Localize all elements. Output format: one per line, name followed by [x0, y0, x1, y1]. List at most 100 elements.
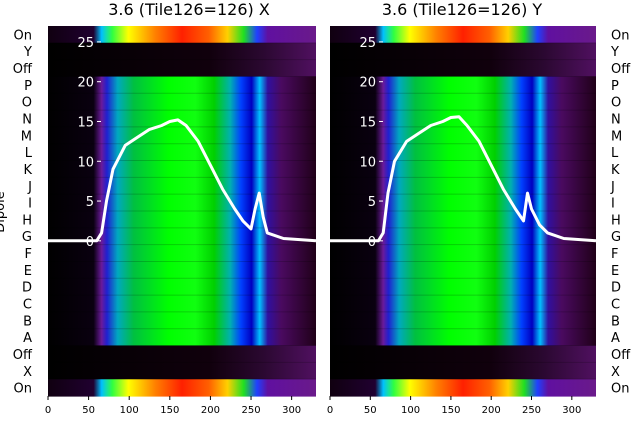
x-tick-label: 0 — [327, 405, 333, 416]
row-label-left: H — [22, 213, 32, 228]
panel-y-overlay: 0 5 10 15 20 25 — [330, 36, 597, 250]
panel-y-heatmap — [330, 26, 596, 397]
row-label-left: On — [14, 382, 32, 397]
x-tick-label: 100 — [401, 405, 420, 416]
panel-x-x-ticks: 0 50 100 150 200 250 300 — [45, 396, 301, 416]
heatmap-row — [48, 345, 316, 363]
row-label-right: H — [611, 213, 621, 228]
row-label-right: M — [611, 129, 622, 144]
heatmap-row — [48, 244, 316, 263]
row-label-left: P — [24, 79, 32, 94]
x-tick-label: 300 — [562, 405, 581, 416]
row-label-left: J — [27, 180, 32, 195]
heatmap-row — [330, 42, 596, 61]
row-label-left: B — [23, 314, 32, 329]
heatmap-row — [48, 379, 316, 397]
heatmap-row — [48, 261, 316, 279]
row-label-left: E — [24, 264, 32, 279]
overlay-y-tick-label: 15 — [359, 115, 376, 130]
overlay-y-tick-label: 10 — [359, 155, 376, 170]
x-tick-label: 150 — [441, 405, 460, 416]
row-label-right: L — [611, 146, 619, 161]
heatmap-row — [330, 160, 596, 178]
x-tick-label: 0 — [45, 405, 51, 416]
x-tick-label: 300 — [282, 405, 301, 416]
overlay-y-tick-label: 10 — [77, 155, 94, 170]
heatmap-row — [48, 59, 316, 78]
y-axis-label: Dipole — [0, 191, 8, 232]
row-label-right: On — [611, 28, 629, 43]
heatmap-row — [48, 42, 316, 61]
x-tick-label: 100 — [120, 405, 139, 416]
heatmap-row — [330, 93, 596, 111]
row-label-left: Off — [13, 62, 33, 77]
row-label-right: Off — [611, 62, 631, 77]
row-label-left: F — [25, 247, 32, 262]
overlay-line — [330, 115, 597, 243]
row-label-left: C — [23, 298, 32, 313]
heatmap-row — [48, 211, 316, 229]
panel-y-x-ticks: 0 50 100 150 200 250 300 — [327, 396, 581, 416]
heatmap-row — [330, 126, 596, 145]
heatmap-row — [48, 110, 316, 128]
heatmap-row — [330, 26, 596, 44]
heatmap-row — [48, 76, 316, 94]
x-tick-label: 250 — [241, 405, 260, 416]
row-label-left: A — [23, 331, 32, 346]
row-label-right: On — [611, 382, 629, 397]
heatmap-row — [48, 227, 316, 246]
x-tick-label: 250 — [522, 405, 541, 416]
row-label-left: K — [23, 163, 32, 178]
heatmap-row — [48, 126, 316, 145]
panel-x-title: 3.6 (Tile126=126) X — [108, 0, 270, 19]
row-label-left: On — [14, 28, 32, 43]
overlay-y-tick-label: 25 — [359, 36, 376, 51]
heatmap-row — [48, 362, 316, 380]
row-label-right: C — [611, 298, 620, 313]
row-label-right: K — [611, 163, 620, 178]
row-label-right: E — [611, 264, 619, 279]
row-label-right: Off — [611, 348, 631, 363]
heatmap-row — [330, 379, 596, 397]
panel-y-title: 3.6 (Tile126=126) Y — [382, 0, 543, 19]
row-label-left: Y — [23, 45, 32, 60]
heatmap-row — [48, 328, 316, 347]
overlay-line — [48, 118, 317, 243]
overlay-y-tick-label: 20 — [77, 76, 94, 91]
row-label-right: J — [610, 180, 615, 195]
row-label-left: Off — [13, 348, 33, 363]
row-label-right: F — [611, 247, 618, 262]
heatmap-row — [48, 177, 316, 195]
heatmap-row — [330, 328, 596, 347]
heatmap-row — [48, 278, 316, 296]
row-label-left: N — [22, 113, 32, 128]
heatmap-row — [330, 211, 596, 229]
panel-y: 3.6 (Tile126=126) Y 0 5 10 15 20 25 0 50 100 150… — [327, 0, 597, 416]
row-label-right: A — [611, 331, 620, 346]
heatmap-row — [48, 194, 316, 212]
x-tick-label: 200 — [482, 405, 501, 416]
overlay-y-tick-label: 5 — [86, 195, 94, 210]
heatmap-row — [330, 345, 596, 363]
heatmap-row — [330, 261, 596, 279]
row-label-left: I — [28, 197, 32, 212]
heatmap-row — [48, 26, 316, 44]
heatmap-row — [48, 93, 316, 111]
heatmap-row — [48, 295, 316, 313]
heatmap-row — [330, 311, 596, 330]
overlay-y-tick-label: 20 — [359, 76, 376, 91]
panel-x-overlay: 0 5 10 15 20 25 — [48, 36, 317, 250]
heatmap-row — [330, 362, 596, 380]
row-label-right: D — [611, 281, 621, 296]
heatmap-row — [48, 143, 316, 162]
row-label-right: I — [611, 197, 615, 212]
row-label-left: O — [22, 96, 32, 111]
row-label-left: G — [22, 230, 32, 245]
heatmap-row — [330, 177, 596, 195]
heatmap-row — [330, 244, 596, 263]
row-label-left: L — [25, 146, 33, 161]
row-label-right: P — [611, 79, 619, 94]
